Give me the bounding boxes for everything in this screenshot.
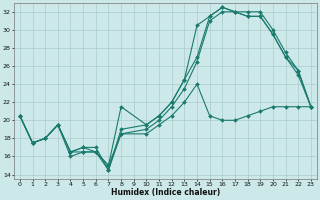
X-axis label: Humidex (Indice chaleur): Humidex (Indice chaleur) xyxy=(111,188,220,197)
